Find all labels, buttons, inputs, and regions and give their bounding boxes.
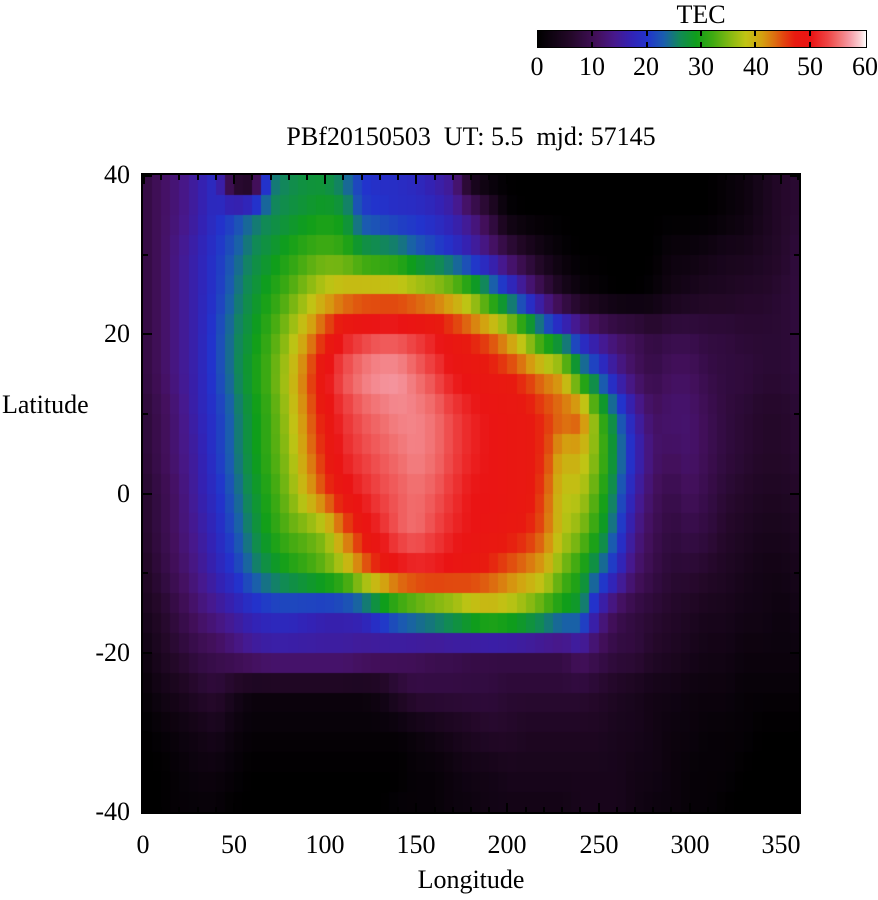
colorbar-tick-label: 30 (688, 52, 714, 81)
y-tick-label: -20 (95, 638, 130, 667)
axis-label-latitude: Latitude (2, 390, 89, 419)
x-tick-label: 0 (136, 830, 150, 859)
x-tick-label: 200 (487, 830, 527, 859)
y-tick-label: 0 (117, 479, 130, 508)
colorbar-tick-label: 20 (633, 52, 659, 81)
colorbar (537, 30, 867, 48)
plot-title: PBf20150503 UT: 5.5 mjd: 57145 (286, 122, 656, 151)
plot-frame (141, 173, 801, 814)
y-tick-label: 20 (104, 319, 130, 348)
colorbar-title: TEC (676, 0, 726, 29)
x-tick-label: 300 (670, 830, 710, 859)
y-tick-label: 40 (104, 160, 130, 189)
x-tick-label: 250 (579, 830, 619, 859)
axis-label-longitude: Longitude (417, 865, 525, 894)
heatmap-canvas (143, 175, 799, 812)
y-tick-label: -40 (95, 797, 130, 826)
x-tick-label: 100 (305, 830, 345, 859)
colorbar-tick-label: 40 (743, 52, 769, 81)
colorbar-tick-label: 10 (579, 52, 605, 81)
colorbar-tick-label: 60 (852, 52, 878, 81)
x-tick-label: 350 (761, 830, 801, 859)
colorbar-tick-label: 0 (530, 52, 544, 81)
x-tick-label: 50 (221, 830, 247, 859)
colorbar-tick-label: 50 (797, 52, 823, 81)
x-tick-label: 150 (396, 830, 436, 859)
